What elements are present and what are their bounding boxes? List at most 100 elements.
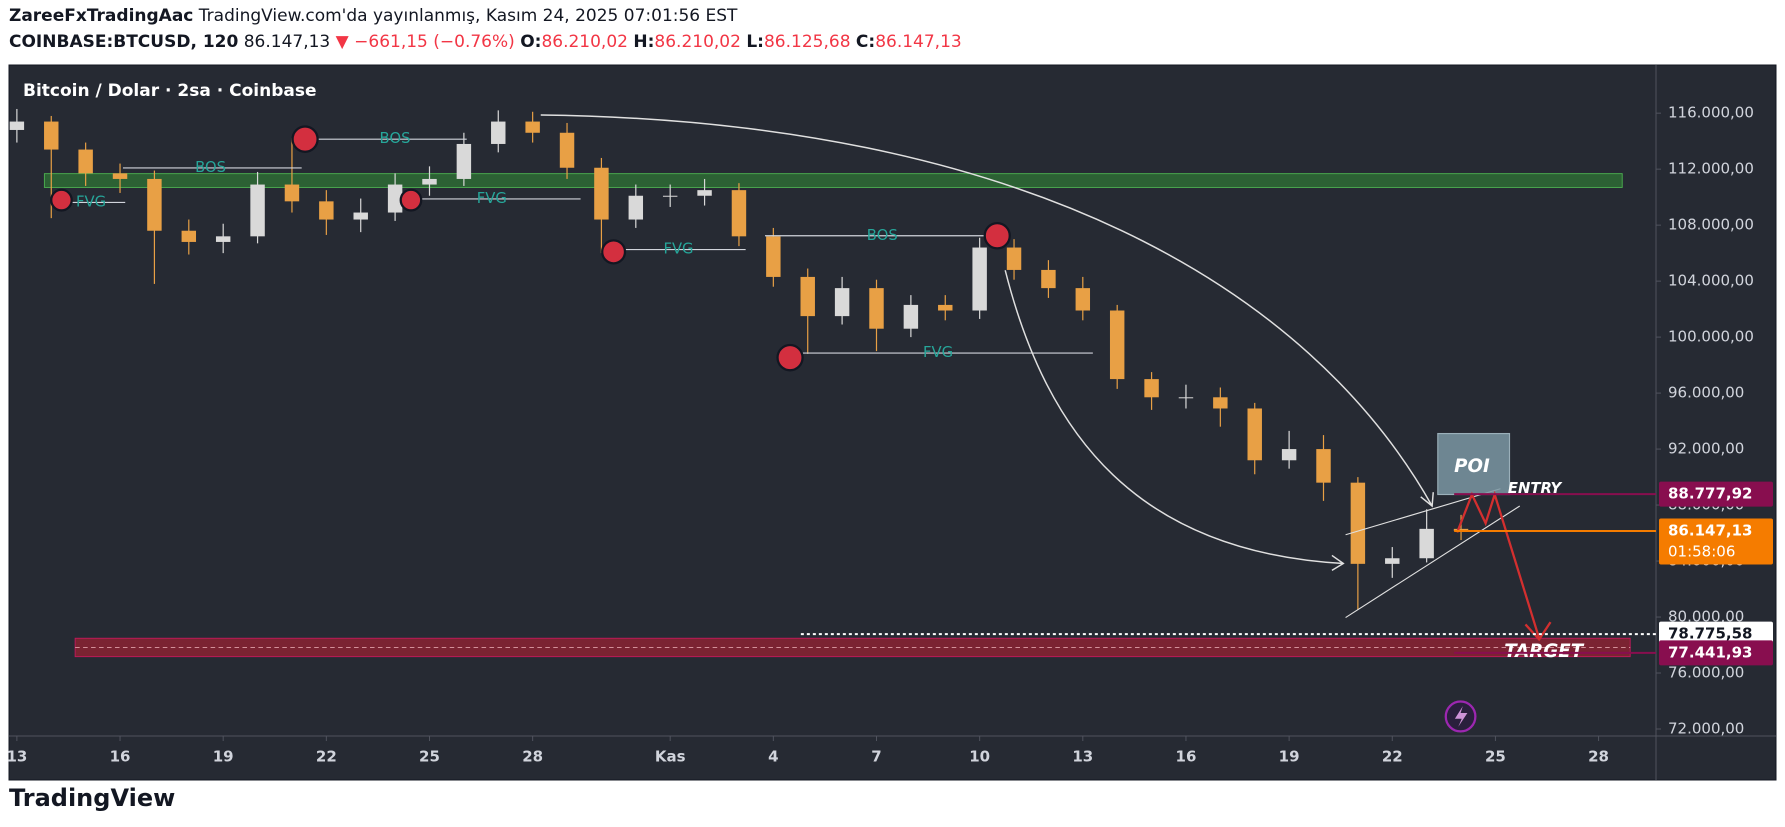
candle-body bbox=[215, 236, 231, 242]
countdown-label: 01:58:06 bbox=[1668, 542, 1735, 560]
x-tick-label: 19 bbox=[1279, 748, 1300, 766]
drawings-back bbox=[43, 173, 1631, 658]
last-price: 86.147,13 bbox=[243, 32, 331, 52]
candle-body bbox=[525, 121, 540, 133]
fvg-label: FVG bbox=[923, 343, 953, 361]
y-tick-label: 92.000,00 bbox=[1668, 440, 1744, 458]
symbol: COINBASE:BTCUSD, 120 bbox=[9, 32, 239, 52]
arrow-head bbox=[1331, 554, 1345, 572]
candle-body bbox=[869, 288, 884, 329]
y-tick-label: 76.000,00 bbox=[1668, 664, 1744, 682]
candle-body bbox=[1281, 449, 1297, 461]
fvg-label: FVG bbox=[76, 192, 106, 210]
candle-body bbox=[112, 173, 128, 179]
alert-bolt bbox=[1454, 706, 1468, 727]
y-tick-label: 112.000,00 bbox=[1668, 160, 1754, 178]
y-tick-label: 72.000,00 bbox=[1668, 720, 1744, 738]
candle-body bbox=[1006, 247, 1022, 270]
bos-label: BOS bbox=[867, 226, 898, 244]
target-label: TARGET bbox=[1504, 641, 1584, 662]
candle-body bbox=[628, 195, 644, 220]
y-tick-label: 96.000,00 bbox=[1668, 384, 1744, 402]
header: ZareeFxTradingAac TradingView.com'da yay… bbox=[9, 6, 737, 26]
poi-label: POI bbox=[1454, 456, 1490, 477]
open-value: 86.210,02 bbox=[541, 32, 628, 52]
bos-label: BOS bbox=[195, 158, 226, 176]
price-label-box bbox=[1659, 481, 1773, 507]
fvg-label: FVG bbox=[663, 239, 693, 257]
l-label: L: bbox=[746, 32, 764, 52]
candle-body bbox=[697, 190, 712, 196]
y-tick-label: 104.000,00 bbox=[1668, 272, 1754, 290]
x-tick-label: 7 bbox=[871, 748, 881, 766]
x-tick-label: 25 bbox=[419, 748, 440, 766]
brand: TradingView bbox=[9, 784, 175, 812]
candle-body bbox=[1109, 310, 1125, 380]
swing-point bbox=[291, 125, 319, 153]
candle-body bbox=[44, 121, 59, 150]
wedge-line bbox=[1345, 505, 1521, 619]
candle-body bbox=[1419, 528, 1434, 559]
swing-point bbox=[776, 343, 804, 372]
arrow-head bbox=[1420, 492, 1434, 508]
close-value: 86.147,13 bbox=[875, 32, 962, 52]
price-label: 86.147,13 bbox=[1668, 521, 1752, 539]
x-tick-label: 25 bbox=[1485, 748, 1506, 766]
swing-point bbox=[601, 239, 627, 265]
change: ▼ −661,15 (−0.76%) bbox=[335, 32, 515, 52]
x-tick-label: 4 bbox=[768, 748, 778, 766]
candle-body bbox=[1041, 269, 1056, 289]
candle-body bbox=[250, 184, 265, 237]
candle-body bbox=[181, 230, 197, 242]
bos-label: BOS bbox=[380, 129, 411, 147]
arrow-head bbox=[1524, 621, 1552, 642]
o-label: O: bbox=[520, 32, 542, 52]
candle-body bbox=[353, 212, 368, 220]
candle-body bbox=[1178, 397, 1194, 399]
brand-name: TradingView bbox=[9, 784, 176, 812]
entry-label: ENTRY bbox=[1508, 479, 1564, 497]
x-tick-label: 22 bbox=[1382, 748, 1403, 766]
y-tick-label: 116.000,00 bbox=[1668, 104, 1754, 122]
candle-body bbox=[766, 236, 781, 277]
price-label-box bbox=[1659, 518, 1773, 565]
low-value: 86.125,68 bbox=[763, 32, 851, 52]
x-tick-label: 28 bbox=[522, 748, 543, 766]
candle-body bbox=[559, 132, 575, 168]
x-tick-label: 16 bbox=[1176, 748, 1197, 766]
symbol-bar: COINBASE:BTCUSD, 120 86.147,13 ▼ −661,15… bbox=[9, 32, 962, 52]
candle-body bbox=[456, 143, 472, 179]
candle-body bbox=[594, 167, 609, 220]
price-label: 78.775,58 bbox=[1668, 625, 1752, 643]
candle-body bbox=[147, 178, 162, 231]
x-tick-label: 28 bbox=[1588, 748, 1609, 766]
x-tick-label: 13 bbox=[6, 748, 27, 766]
candle-body bbox=[284, 184, 300, 202]
drawings: BOS BOS BOS FVG FVG FVG FVG POI ENTRY TA… bbox=[50, 114, 1585, 733]
swing-point bbox=[983, 221, 1011, 250]
projection-arc bbox=[1004, 270, 1344, 565]
y-tick-label: 108.000,00 bbox=[1668, 216, 1754, 234]
candle-body bbox=[1247, 408, 1262, 461]
x-tick-label: Kas bbox=[655, 748, 686, 766]
candle-body bbox=[491, 121, 506, 144]
candle-body bbox=[1350, 482, 1366, 564]
candle-body bbox=[1316, 449, 1331, 483]
supply-zone bbox=[43, 173, 1623, 188]
c-label: C: bbox=[855, 32, 876, 52]
swing-point bbox=[399, 188, 423, 212]
x-tick-label: 22 bbox=[316, 748, 337, 766]
candle-body bbox=[9, 121, 25, 130]
author: ZareeFxTradingAac bbox=[9, 6, 194, 26]
candle-body bbox=[938, 304, 953, 311]
candles bbox=[9, 108, 1469, 611]
x-tick-label: 10 bbox=[969, 748, 990, 766]
path-arrow bbox=[1456, 490, 1541, 639]
candle-body bbox=[731, 190, 747, 237]
x-tick-label: 13 bbox=[1072, 748, 1093, 766]
candle-body bbox=[78, 149, 93, 174]
chart-title: Bitcoin / Dolar · 2sa · Coinbase bbox=[23, 81, 317, 101]
y-tick-label: 100.000,00 bbox=[1668, 328, 1754, 346]
candle-body bbox=[1075, 288, 1091, 311]
